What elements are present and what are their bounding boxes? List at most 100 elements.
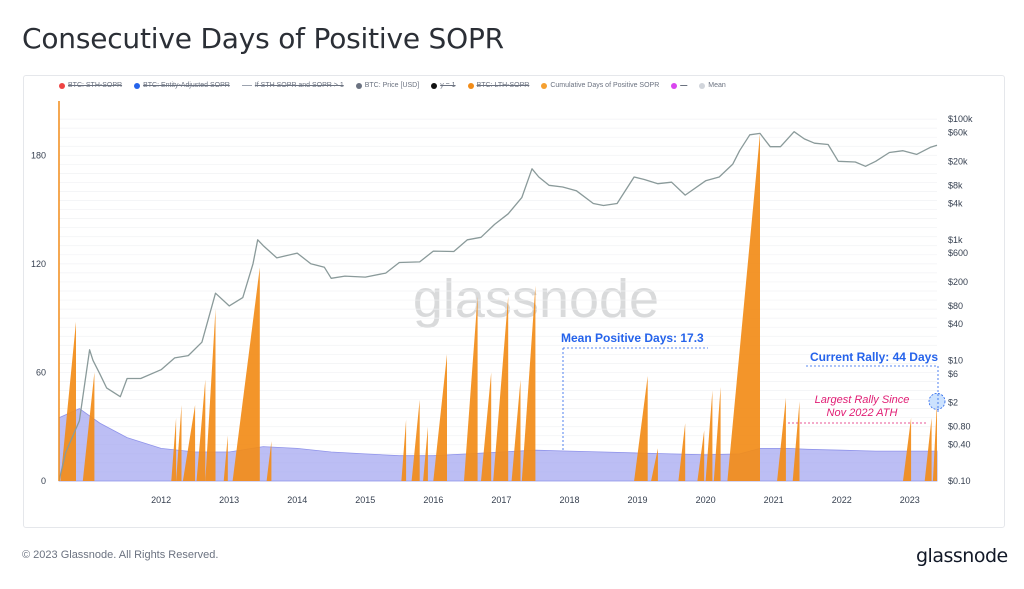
legend-swatch xyxy=(541,82,548,89)
y-right-tick-label: $10 xyxy=(948,355,963,365)
y-right-tick-label: $0.10 xyxy=(948,476,971,486)
y-right-tick-label: $80 xyxy=(948,301,963,311)
legend-item[interactable]: — xyxy=(671,82,687,89)
y-right-tick-label: $200 xyxy=(948,277,968,287)
legend-item[interactable]: BTC: Entity-Adjusted SOPR xyxy=(134,82,230,89)
legend-item[interactable]: Cumulative Days of Positive SOPR xyxy=(541,82,659,89)
y-right-tick-label: $40 xyxy=(948,319,963,329)
legend-swatch xyxy=(241,85,252,86)
y-left-tick-label: 0 xyxy=(41,476,46,486)
y-right-tick-label: $4k xyxy=(948,198,963,208)
legend-item[interactable]: Mean xyxy=(699,82,726,89)
legend-label: y = 1 xyxy=(440,82,456,89)
watermark: glassnode xyxy=(413,269,659,329)
positive-sopr-spike xyxy=(932,401,937,481)
axes: 0 60 120 180 $100k $60k $20k $8k $4k $1k $600 $200 $… xyxy=(31,101,973,505)
positive-sopr-spike xyxy=(433,354,447,481)
positive-sopr-spike xyxy=(266,441,272,481)
copyright: © 2023 Glassnode. All Rights Reserved. xyxy=(22,549,219,561)
y-right-tick-label: $0.80 xyxy=(948,422,971,432)
positive-sopr-spike xyxy=(713,386,721,481)
x-tick-label: 2012 xyxy=(151,495,171,505)
mean-annotation: Mean Positive Days: 17.3 xyxy=(561,331,704,345)
positive-sopr-spike xyxy=(903,417,912,481)
x-tick-label: 2015 xyxy=(355,495,375,505)
legend-label: BTC: Entity-Adjusted SOPR xyxy=(143,82,230,89)
positive-sopr-spike xyxy=(464,296,478,481)
y-left-tick-label: 60 xyxy=(36,367,46,377)
y-left-tick-label: 180 xyxy=(31,150,46,160)
positive-sopr-spike xyxy=(792,401,800,481)
y-right-tick-label: $6 xyxy=(948,369,958,379)
brand-logo: glassnode xyxy=(916,545,1008,567)
chart-legend: BTC: STH-SOPR BTC: Entity-Adjusted SOPR If… xyxy=(59,82,726,89)
legend-label: Mean xyxy=(708,82,726,89)
y-right-tick-label: $8k xyxy=(948,180,963,190)
price-line xyxy=(58,131,938,482)
page-title: Consecutive Days of Positive SOPR xyxy=(22,22,504,55)
legend-item[interactable]: y = 1 xyxy=(431,82,456,89)
largest-annotation-line1: Largest Rally Since xyxy=(815,394,910,406)
positive-sopr-spike xyxy=(223,435,228,481)
y-right-tick-label: $20k xyxy=(948,156,968,166)
x-tick-label: 2019 xyxy=(628,495,648,505)
legend-label: BTC: Price [USD] xyxy=(364,82,420,89)
positive-sopr-spike xyxy=(423,426,428,481)
current-rally-marker xyxy=(928,392,946,410)
legend-swatch xyxy=(134,82,141,89)
positive-sopr-spike xyxy=(205,309,216,481)
x-tick-label: 2014 xyxy=(287,495,307,505)
legend-label: BTC: STH-SOPR xyxy=(68,82,123,89)
x-tick-label: 2013 xyxy=(219,495,239,505)
x-tick-label: 2022 xyxy=(832,495,852,505)
x-tick-label: 2017 xyxy=(491,495,511,505)
legend-swatch xyxy=(671,82,678,89)
positive-sopr-spike xyxy=(777,397,786,481)
positive-sopr-spike xyxy=(678,423,686,481)
chart-card: BTC: STH-SOPR BTC: Entity-Adjusted SOPR If… xyxy=(23,75,1005,528)
positive-sopr-spike xyxy=(82,372,95,481)
legend-label: Cumulative Days of Positive SOPR xyxy=(550,82,660,89)
x-tick-label: 2023 xyxy=(900,495,920,505)
legend-swatch xyxy=(59,82,65,89)
positive-sopr-spike xyxy=(493,296,509,481)
x-tick-label: 2021 xyxy=(764,495,784,505)
positive-sopr-spike xyxy=(705,390,713,481)
legend-item[interactable]: BTC: Price [USD] xyxy=(355,82,420,89)
x-tick-label: 2018 xyxy=(559,495,579,505)
y-left-tick-label: 120 xyxy=(31,259,46,269)
price-series xyxy=(58,131,938,482)
positive-sopr-spike xyxy=(651,448,658,481)
positive-sopr-spike xyxy=(411,399,420,481)
positive-sopr-spike xyxy=(60,321,76,481)
positive-sopr-spike xyxy=(196,379,206,481)
positive-sopr-spike xyxy=(634,376,648,481)
legend-label: BTC: LTH-SOPR xyxy=(476,82,530,89)
positive-sopr-spike xyxy=(924,417,932,481)
legend-label: — xyxy=(680,82,688,89)
current-annotation: Current Rally: 44 Days xyxy=(810,350,938,364)
legend-item[interactable]: BTC: STH-SOPR xyxy=(59,82,122,89)
positive-sopr-spike xyxy=(511,379,521,481)
positive-sopr-spike xyxy=(401,419,407,481)
legend-item[interactable]: If STH SOPR and SOPR > 1 xyxy=(241,82,344,89)
positive-sopr-spike xyxy=(182,405,196,481)
legend-swatch xyxy=(431,82,438,89)
y-right-tick-label: $0.40 xyxy=(948,440,971,450)
legend-item[interactable]: BTC: LTH-SOPR xyxy=(467,82,530,89)
y-right-tick-label: $100k xyxy=(948,114,973,124)
positive-sopr-spike xyxy=(232,267,260,481)
y-right-tick-label: $2 xyxy=(948,398,958,408)
x-tick-label: 2016 xyxy=(423,495,443,505)
positive-sopr-spike xyxy=(697,430,705,481)
x-tick-label: 2020 xyxy=(696,495,716,505)
y-right-tick-label: $1k xyxy=(948,235,963,245)
annotations: Mean Positive Days: 17.3 Current Rally: … xyxy=(561,331,939,452)
legend-swatch xyxy=(467,82,474,89)
positive-sopr-spike xyxy=(171,417,177,481)
positive-sopr-spike xyxy=(176,405,182,481)
chart-svg: glassnode 0 60 120 180 $100k $60k $20k $8k $4k $1… xyxy=(31,101,973,505)
largest-annotation-line2: Nov 2022 ATH xyxy=(827,407,898,419)
positive-sopr-spike xyxy=(481,372,492,481)
legend-swatch xyxy=(699,82,706,89)
